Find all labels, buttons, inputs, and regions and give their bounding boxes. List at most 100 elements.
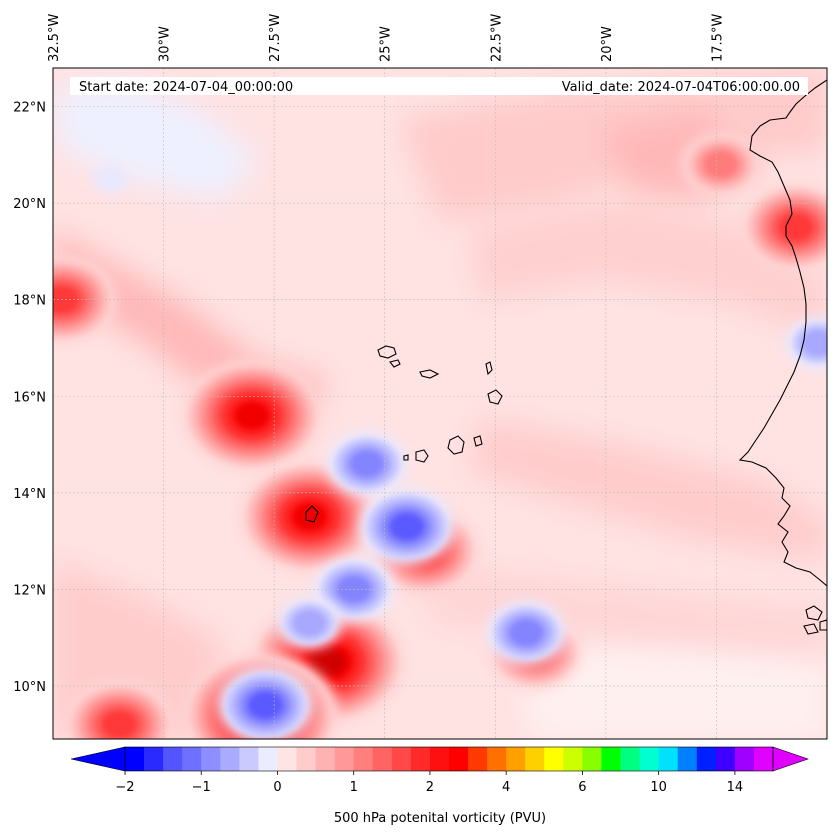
colorbar-segment [715,747,736,771]
colorbar-segment [601,747,622,771]
field-features [53,132,827,739]
pv-maximum [680,132,761,197]
colorbar-label: 500 hPa potenital vorticity (PVU) [334,811,546,826]
pv-minimum [217,667,313,739]
africa-coastline [738,79,827,587]
latitude-tick-label: 20°N [13,197,46,212]
longitude-tick-label: 22.5°W [489,14,504,62]
colorbar-segment [449,747,469,771]
contour-level [309,647,345,676]
capeverde-santiago [447,435,465,455]
colorbar-segment [315,747,336,771]
colorbar-tick-label: 4 [502,780,510,795]
latitude-tick-label: 22°N [13,101,46,116]
colorbar-segment [677,747,698,771]
colorbar-segment [734,747,755,771]
colorbar-segment [277,747,298,771]
longitude-tick-label: 32.5°W [47,14,62,62]
colorbar-tick-label: 1 [350,780,358,795]
colorbar: −2 −1 0 1 2 4 6 10 14 [70,746,809,795]
colorbar-outline [124,746,774,772]
colorbar-tick-label: 0 [273,780,281,795]
colorbar-segment [753,747,774,771]
contour-level [292,609,328,638]
pv-minimum [359,488,455,565]
colorbar-segment [201,747,221,771]
contour-level [92,165,128,194]
colorbar-segment [144,747,164,771]
latitude-labels: 22°N 20°N 18°N 16°N 14°N 12°N 10°N [13,101,46,695]
colorbar-segment [125,747,145,771]
colorbar-segment [239,747,259,771]
capeverde-boa-vista [487,389,503,405]
latitude-tick-label: 18°N [13,294,46,309]
longitude-tick-label: 30°W [158,26,173,62]
colorbar-extend-min [70,746,126,772]
colorbar-segment [429,747,450,771]
valid-date-annotation: Valid_date: 2024-07-04T06:00:00.00 [562,80,800,95]
latitude-tick-label: 10°N [13,680,46,695]
colorbar-tick-label: −1 [192,780,211,795]
latitude-tick-label: 16°N [13,390,46,405]
pv-field [53,68,827,739]
colorbar-segment [696,747,717,771]
colorbar-segment [334,747,355,771]
capeverde-maio [473,435,483,447]
latitude-tick-label: 12°N [13,583,46,598]
longitude-labels: 32.5°W 30°W 27.5°W 25°W 22.5°W 20°W 17.5°W [47,14,725,62]
capeverde-brava [403,454,409,461]
contour-level [234,401,270,430]
contour-level [247,691,283,720]
colorbar-tick-label: 6 [578,780,586,795]
pv-minimum [486,600,567,665]
colorbar-segment [525,747,545,771]
colorbar-segment [163,747,183,771]
colorbar-segment [258,747,278,771]
start-date-annotation: Start date: 2024-07-04_00:00:00 [79,80,293,95]
contour-level [389,512,425,541]
colorbar-segment [220,747,240,771]
pv-minimum [327,431,408,496]
graticule [53,68,827,739]
colorbar-tick-label: 14 [727,780,744,795]
colorbar-segment [468,747,488,771]
longitude-tick-label: 25°W [379,26,394,62]
atoll-outline [305,505,319,523]
capeverde-santo-antao [377,345,397,359]
pv-minimum [785,317,827,370]
colorbar-segment [506,747,526,771]
colorbar-segment [620,747,641,771]
colorbar-segment [563,747,583,771]
capeverde-sao-vicente [389,359,401,368]
colorbar-segment [391,747,412,771]
colorbar-tick-label: 2 [426,780,434,795]
colorbar-segment [582,747,602,771]
guinea-islands [803,605,827,635]
colorbar-segment [658,747,679,771]
latitude-tick-label: 14°N [13,487,46,502]
capeverde-sal [485,361,493,376]
longitude-tick-label: 27.5°W [268,14,283,62]
contour-level [101,710,137,739]
contour-level [292,502,328,531]
contour-level [778,213,814,242]
contour-level [800,329,827,358]
capeverde-fogo [415,449,429,463]
colorbar-segment [372,747,393,771]
pv-maximum [64,680,175,739]
colorbar-tick-label: 10 [650,780,667,795]
coastlines [305,79,827,635]
contour-level [508,618,544,647]
pv-maximum [53,255,117,344]
pv-maximum [741,183,827,272]
longitude-tick-label: 20°W [600,26,615,62]
colorbar-extend-max [772,746,809,772]
colorbar-segment [487,747,507,771]
longitude-tick-label: 17.5°W [710,14,725,62]
colorbar-segment [410,747,431,771]
pv-minimum [92,165,128,194]
contour-level [349,449,385,478]
field-bands [53,70,827,739]
map-frame [52,67,828,740]
